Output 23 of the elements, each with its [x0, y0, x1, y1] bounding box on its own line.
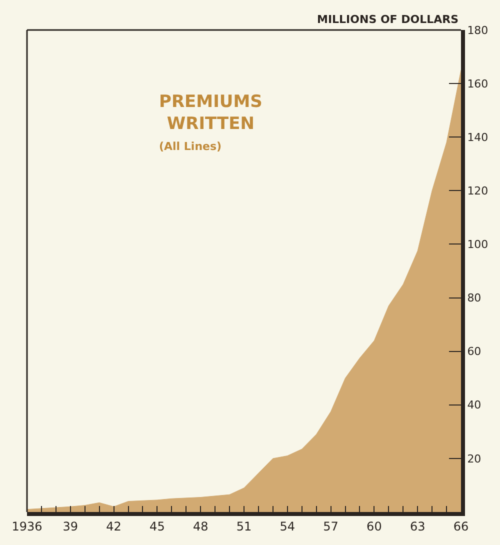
y-tick-label: 20 — [467, 452, 482, 466]
y-tick-label: 80 — [467, 292, 482, 305]
x-tick-label: 51 — [236, 519, 252, 534]
text: (All Lines) — [159, 140, 222, 153]
x-tick-label: 42 — [106, 519, 122, 534]
y-axis-title: MILLIONS OF DOLLARS — [317, 13, 459, 26]
y-tick-label: 40 — [467, 398, 482, 412]
x-tick-label: 45 — [150, 519, 165, 534]
y-tick-label: 180 — [467, 24, 488, 37]
x-tick-label: 57 — [323, 519, 338, 534]
x-tick-label: 48 — [192, 519, 208, 534]
x-tick-label: 63 — [410, 519, 426, 534]
x-tick-label: 60 — [366, 519, 382, 534]
y-tick-label: 160 — [467, 77, 488, 90]
y-tick-label: 60 — [467, 345, 482, 358]
text: PREMIUMS WRITTEN — [159, 92, 262, 134]
y-tick-label: 120 — [467, 184, 488, 198]
y-tick-label: 100 — [467, 238, 488, 252]
x-tick-label: 1936 — [12, 519, 42, 534]
x-tick-label: 39 — [62, 519, 78, 534]
y-tick-label: 140 — [467, 130, 488, 144]
x-tick-label: 66 — [453, 519, 469, 534]
x-tick-label: 54 — [280, 519, 296, 534]
